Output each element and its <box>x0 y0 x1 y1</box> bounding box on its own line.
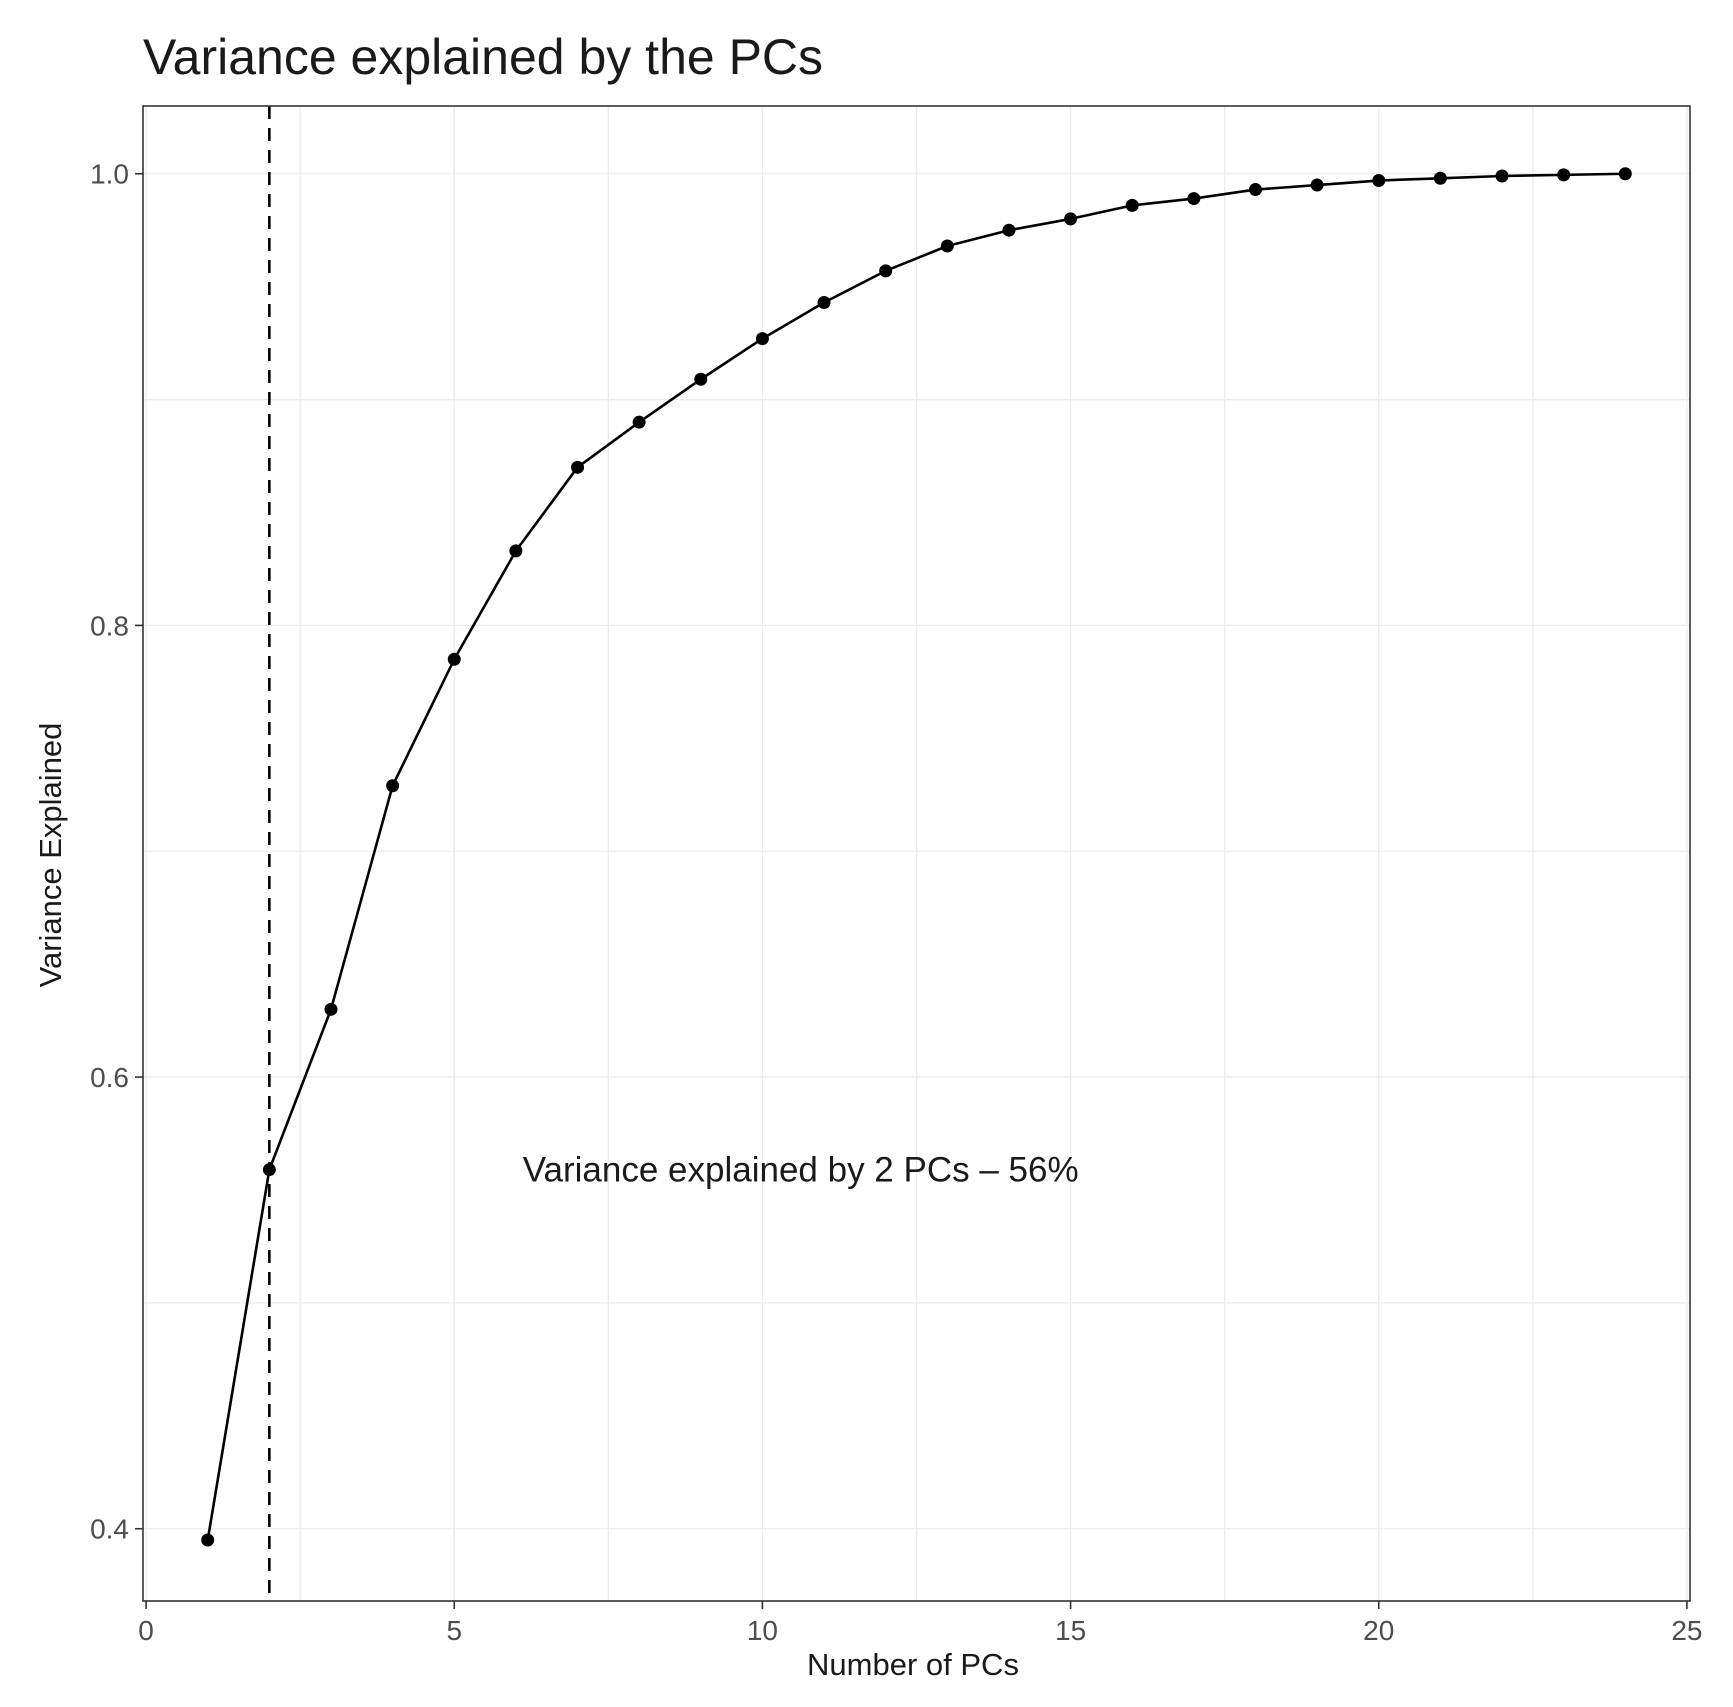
y-tick-label: 0.8 <box>90 610 129 641</box>
data-point <box>571 460 585 474</box>
data-point <box>1064 212 1078 226</box>
x-tick-label: 20 <box>1363 1615 1394 1646</box>
data-point <box>386 779 400 793</box>
y-tick-label: 0.6 <box>90 1062 129 1093</box>
data-point <box>817 295 831 309</box>
series-layer <box>201 167 1632 1547</box>
y-tick-label: 1.0 <box>90 159 129 190</box>
series-line <box>206 172 1626 1541</box>
x-axis-title: Number of PCs <box>807 1647 1019 1682</box>
axes: 0 5 10 15 20 25 0.4 0.6 0.8 1.0 <box>90 159 1702 1646</box>
data-point <box>1187 192 1201 206</box>
data-point <box>201 1533 215 1547</box>
data-point <box>509 544 523 558</box>
data-point <box>1433 171 1447 185</box>
data-point <box>1002 223 1016 237</box>
data-point <box>940 239 954 253</box>
x-tick-label: 15 <box>1055 1615 1086 1646</box>
data-point <box>694 372 708 386</box>
data-point <box>324 1002 338 1016</box>
data-point <box>1618 167 1632 181</box>
y-tick-label: 0.4 <box>90 1514 129 1545</box>
data-point <box>1310 178 1324 192</box>
plot-panel-border <box>142 105 1691 1602</box>
data-point <box>755 332 769 346</box>
x-tick-label: 25 <box>1671 1615 1702 1646</box>
x-tick-label: 5 <box>446 1615 462 1646</box>
data-point <box>1557 168 1571 182</box>
data-point <box>632 415 646 429</box>
data-point <box>262 1163 276 1177</box>
chart-title: Variance explained by the PCs <box>143 29 823 85</box>
y-axis-title: Variance Explained <box>33 723 68 988</box>
data-point <box>1372 174 1386 188</box>
data-point <box>879 264 893 278</box>
data-point <box>1495 169 1509 183</box>
annotation-text: Variance explained by 2 PCs – 56% <box>523 1151 1079 1190</box>
data-point <box>1248 183 1262 197</box>
x-tick-label: 10 <box>747 1615 778 1646</box>
x-tick-label: 0 <box>138 1615 154 1646</box>
data-point <box>447 652 461 666</box>
data-point <box>1125 198 1139 212</box>
grid-lines <box>143 106 1690 1601</box>
